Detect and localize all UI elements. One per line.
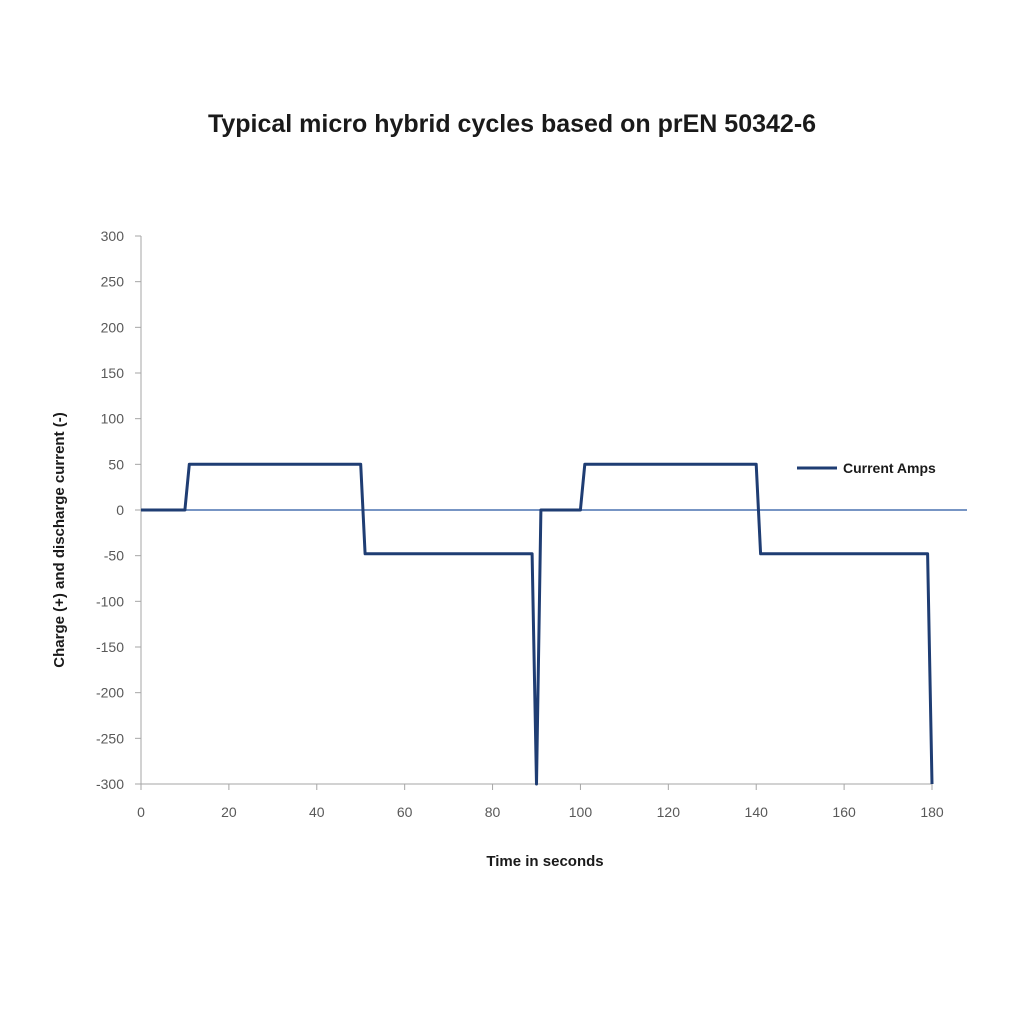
x-tick-label: 80 — [485, 804, 501, 820]
y-tick-label: -150 — [96, 639, 124, 655]
x-tick-label: 160 — [832, 804, 856, 820]
tick-labels: 300250200150100500-50-100-150-200-250-30… — [96, 228, 944, 820]
chart-title: Typical micro hybrid cycles based on prE… — [207, 110, 817, 138]
y-tick-label: -300 — [96, 776, 124, 792]
y-tick-label: 100 — [101, 411, 125, 427]
x-tick-label: 100 — [569, 804, 593, 820]
y-tick-label: 250 — [101, 274, 125, 290]
y-tick-label: 300 — [101, 228, 125, 244]
y-tick-label: 200 — [101, 319, 125, 335]
legend: Current Amps — [797, 460, 936, 476]
series-line-current-amps — [141, 462, 934, 786]
x-tick-label: 180 — [920, 804, 944, 820]
y-tick-label: -200 — [96, 685, 124, 701]
x-tick-label: 40 — [309, 804, 325, 820]
y-tick-label: -100 — [96, 593, 124, 609]
y-tick-label: 0 — [116, 502, 124, 518]
x-tick-label: 120 — [657, 804, 681, 820]
y-tick-label: -250 — [96, 730, 124, 746]
legend-label: Current Amps — [843, 460, 936, 476]
y-axis-title: Charge (+) and discharge current (-) — [51, 412, 68, 667]
x-tick-label: 140 — [745, 804, 769, 820]
x-tick-label: 0 — [137, 804, 145, 820]
y-tick-label: 50 — [108, 456, 124, 472]
x-tick-label: 20 — [221, 804, 237, 820]
y-tick-label: -50 — [104, 548, 124, 564]
y-tick-label: 150 — [101, 365, 125, 381]
x-tick-label: 60 — [397, 804, 413, 820]
x-axis-title: Time in seconds — [486, 853, 603, 870]
